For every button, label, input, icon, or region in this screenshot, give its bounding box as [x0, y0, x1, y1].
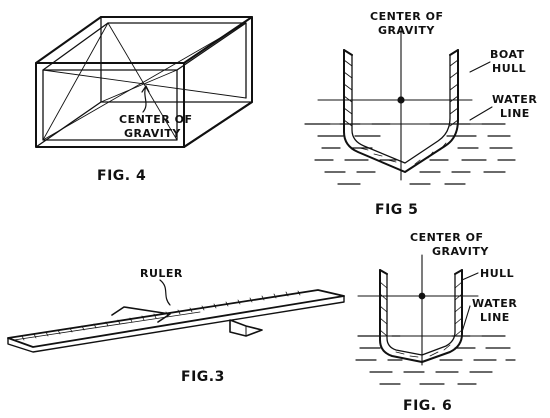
fig5-cg-label-line2: GRAVITY [378, 24, 435, 37]
fig6-hull [357, 254, 506, 366]
fig5-cg-dot [397, 96, 405, 104]
fig5-water-label-line2: LINE [500, 107, 530, 120]
fig4-box-frame [35, 16, 253, 148]
fig6-water-label-line1: WATER [472, 297, 517, 310]
fig3-pencil [111, 279, 263, 337]
fig5-water-label-line1: WATER [492, 93, 537, 106]
fig6-cg-dot [418, 292, 426, 300]
fig3-ruler [7, 289, 345, 353]
fig5-hull [317, 29, 506, 181]
fig3-ruler-label: RULER [140, 267, 183, 280]
fig6-caption: FIG. 6 [403, 398, 452, 414]
fig5-caption: FIG 5 [375, 202, 418, 218]
fig5-hull-label-line2: HULL [492, 62, 526, 75]
fig5-water [304, 123, 516, 185]
fig4-caption: FIG. 4 [97, 168, 146, 184]
fig4-cg-label-line1: CENTER OF [119, 113, 192, 126]
fig6-water-label-line2: LINE [480, 311, 510, 324]
fig6-cg-label-line2: GRAVITY [432, 245, 489, 258]
fig4-cg-label-line2: GRAVITY [124, 127, 181, 140]
fig3-caption: FIG.3 [181, 369, 225, 385]
fig5-cg-label-line1: CENTER OF [370, 10, 443, 23]
fig5-hull-label-line1: BOAT [490, 48, 525, 61]
fig6-cg-label-line1: CENTER OF [410, 231, 483, 244]
fig6-hull-label: HULL [480, 267, 514, 280]
